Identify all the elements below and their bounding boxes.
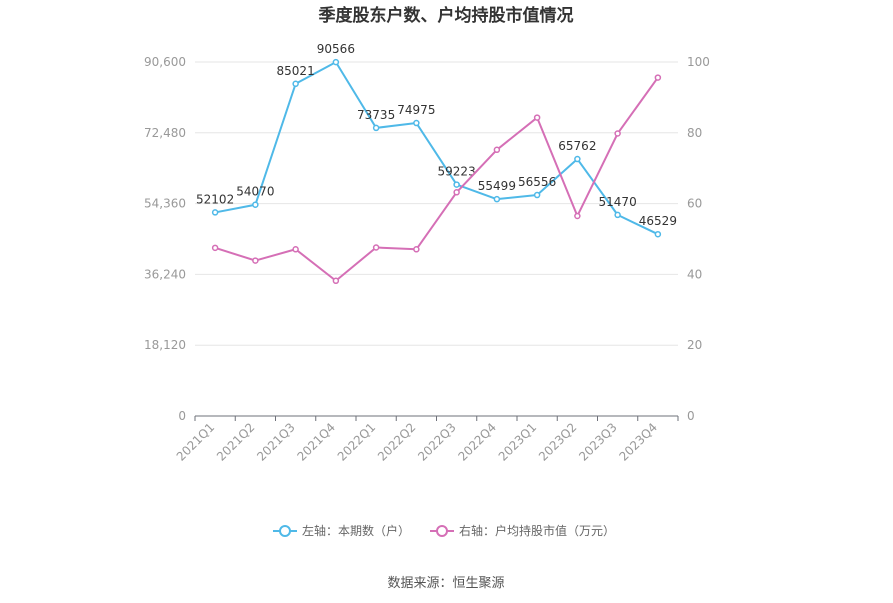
- data-point: [292, 80, 299, 88]
- left-tick-label: 72,480: [144, 126, 186, 140]
- data-label: 90566: [317, 42, 355, 56]
- x-tick-label: 2022Q1: [335, 420, 379, 464]
- data-point: [614, 130, 621, 137]
- x-tick-label: 2022Q4: [455, 420, 499, 464]
- right-tick-label: 20: [687, 338, 702, 352]
- data-source: 数据来源：恒生聚源: [387, 576, 504, 591]
- data-label: 46529: [639, 214, 677, 228]
- left-tick-label: 0: [178, 409, 186, 423]
- data-point: [533, 191, 541, 199]
- data-label: 54070: [236, 185, 274, 199]
- legend-label: 右轴：户均持股市值（万元）: [459, 523, 615, 538]
- series-line-1: [214, 61, 659, 236]
- data-point: [453, 189, 460, 196]
- data-point: [574, 155, 581, 163]
- x-tick-label: 2023Q1: [496, 420, 540, 464]
- x-tick-label: 2021Q3: [254, 420, 298, 464]
- data-point: [453, 181, 460, 188]
- legend[interactable]: 左轴：本期数（户） 右轴：户均持股市值（万元）: [273, 523, 615, 538]
- data-label: 73735: [357, 108, 395, 122]
- legend-marker: [436, 525, 448, 537]
- x-tick-label: 2023Q2: [536, 420, 580, 464]
- x-tick-label: 2023Q4: [616, 420, 660, 464]
- x-tick-label: 2021Q1: [174, 420, 218, 464]
- data-point: [372, 124, 380, 132]
- x-tick-label: 2022Q2: [375, 420, 419, 464]
- data-point: [413, 246, 420, 253]
- chart-title: 季度股东户数、户均持股市值情况: [319, 5, 574, 26]
- x-axis: 2021Q12021Q22021Q32021Q42022Q12022Q22022…: [174, 415, 679, 464]
- data-point: [533, 114, 541, 121]
- right-axis-ticks: 0 20 40 60 80 100: [687, 55, 710, 423]
- left-axis-ticks: 0 18,120 36,240 54,360 72,480 90,600: [144, 55, 186, 423]
- right-tick-label: 0: [687, 409, 695, 423]
- x-tick-label: 2021Q4: [294, 420, 338, 464]
- x-tick-label: 2023Q3: [576, 420, 620, 464]
- data-point: [614, 211, 621, 219]
- data-point: [413, 119, 420, 127]
- data-label: 55499: [478, 179, 516, 193]
- right-tick-label: 100: [687, 55, 710, 69]
- legend-label: 左轴：本期数（户）: [302, 523, 410, 538]
- data-label: 52102: [196, 192, 234, 206]
- data-point: [211, 244, 219, 252]
- grid: [195, 61, 678, 346]
- data-label: 85021: [277, 64, 315, 78]
- data-label: 74975: [397, 103, 435, 117]
- data-point: [372, 244, 380, 251]
- left-tick-label: 18,120: [144, 338, 186, 352]
- legend-marker: [279, 525, 291, 537]
- left-tick-label: 54,360: [144, 197, 186, 211]
- data-point: [332, 58, 340, 66]
- data-point: [493, 146, 501, 154]
- data-label: 51470: [599, 195, 637, 209]
- data-point: [654, 230, 662, 238]
- data-point: [332, 277, 340, 285]
- data-point: [211, 209, 219, 216]
- data-label: 56556: [518, 175, 556, 189]
- data-point: [292, 246, 299, 253]
- x-tick-label: 2021Q2: [214, 420, 258, 464]
- x-tick-label: 2022Q3: [415, 420, 459, 464]
- left-tick-label: 36,240: [144, 267, 186, 281]
- data-point: [252, 257, 259, 264]
- data-label: 65762: [558, 139, 596, 153]
- data-point: [654, 74, 662, 81]
- data-label: 59223: [438, 165, 476, 179]
- data-point: [252, 201, 259, 208]
- right-tick-label: 40: [687, 267, 702, 281]
- right-tick-label: 60: [687, 197, 702, 211]
- series-line-2: [214, 76, 659, 282]
- left-tick-label: 90,600: [144, 55, 186, 69]
- data-point: [493, 195, 501, 203]
- data-point: [574, 212, 581, 220]
- right-tick-label: 80: [687, 126, 702, 140]
